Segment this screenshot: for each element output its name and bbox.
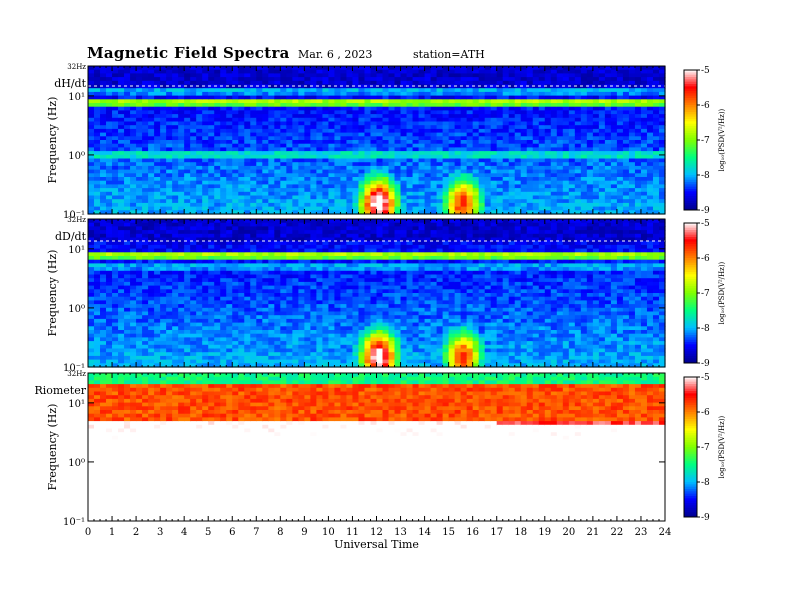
x-tick-label: 4 — [181, 527, 187, 538]
y-tick-label: 10⁰ — [68, 151, 85, 162]
colorbar: -5 -6 -7 -8 -9 log₁₀(PSD(V²/Hz)) — [683, 66, 726, 216]
colorbar-tick-label: -6 — [701, 254, 710, 264]
x-tick-label: 22 — [611, 527, 624, 538]
x-tick-label: 9 — [301, 527, 307, 538]
x-tick-label: 21 — [587, 527, 600, 538]
colorbar-tick-label: -9 — [701, 513, 710, 523]
colorbar-label: log₁₀(PSD(V²/Hz)) — [718, 108, 726, 171]
spectrogram-panel-3: 10¹ 10⁰ 10⁻¹ 32Hz Riometer Frequency (Hz) -5 -6… — [34, 370, 726, 551]
x-tick-label: 18 — [514, 527, 527, 538]
top-frequency-label: 32Hz — [67, 63, 86, 71]
colorbar-label: log₁₀(PSD(V²/Hz)) — [718, 415, 726, 478]
x-tick-label: 6 — [229, 527, 235, 538]
colorbar-tick-label: -8 — [701, 171, 710, 181]
panel-label: dD/dt — [55, 230, 87, 243]
colorbar: -5 -6 -7 -8 -9 log₁₀(PSD(V²/Hz)) — [683, 219, 726, 369]
x-tick-label: 11 — [346, 527, 359, 538]
colorbar-tick-label: -9 — [701, 206, 710, 216]
x-tick-label: 1 — [109, 527, 115, 538]
top-frequency-label: 32Hz — [67, 370, 86, 378]
y-tick-label: 10¹ — [68, 399, 85, 410]
colorbar-tick-label: -7 — [701, 289, 710, 299]
station-label: station=ATH — [413, 48, 485, 61]
colorbar-tick-label: -5 — [701, 373, 710, 383]
colorbar-tick-label: -6 — [701, 408, 710, 418]
y-axis-title: Frequency (Hz) — [46, 404, 59, 491]
spectrogram-cells — [88, 373, 666, 522]
colorbar-tick-label: -6 — [701, 101, 710, 111]
x-axis-title: Universal Time — [334, 538, 419, 551]
y-axis-title: Frequency (Hz) — [46, 250, 59, 337]
colorbar-tick-label: -5 — [701, 66, 710, 76]
y-tick-label: 10⁻¹ — [63, 517, 85, 528]
x-tick-label: 19 — [538, 527, 551, 538]
y-tick-label: 10⁻¹ — [63, 363, 85, 374]
x-tick-label: 23 — [635, 527, 648, 538]
y-tick-label: 10¹ — [68, 245, 85, 256]
panel-label: Riometer — [34, 384, 86, 397]
x-tick-label: 16 — [466, 527, 479, 538]
x-tick-label: 10 — [322, 527, 335, 538]
x-tick-label: 13 — [394, 527, 407, 538]
y-tick-label: 10¹ — [68, 92, 85, 103]
colorbar-tick-label: -7 — [701, 136, 710, 146]
panel-label: dH/dt — [54, 77, 86, 90]
x-tick-label: 24 — [659, 527, 672, 538]
colorbar-tick-label: -8 — [701, 478, 710, 488]
spectrogram-cells — [88, 66, 666, 215]
y-tick-label: 10⁻¹ — [63, 210, 85, 221]
x-tick-label: 0 — [85, 527, 91, 538]
colorbar-tick-label: -5 — [701, 219, 710, 229]
x-tick-label: 5 — [205, 527, 211, 538]
figure-title: Magnetic Field Spectra — [87, 44, 290, 62]
x-tick-label: 2 — [133, 527, 139, 538]
x-tick-label: 17 — [490, 527, 503, 538]
x-tick-label: 12 — [370, 527, 383, 538]
colorbar: -5 -6 -7 -8 -9 log₁₀(PSD(V²/Hz)) — [683, 373, 726, 523]
spectrogram-cells — [88, 219, 666, 368]
x-tick-label: 8 — [277, 527, 283, 538]
colorbar-tick-label: -7 — [701, 443, 710, 453]
top-frequency-label: 32Hz — [67, 216, 86, 224]
x-tick-label: 15 — [442, 527, 455, 538]
y-tick-label: 10⁰ — [68, 458, 85, 469]
y-tick-label: 10⁰ — [68, 304, 85, 315]
colorbar-label: log₁₀(PSD(V²/Hz)) — [718, 261, 726, 324]
date-label: Mar. 6 , 2023 — [298, 48, 373, 61]
colorbar-tick-label: -8 — [701, 324, 710, 334]
x-tick-label: 14 — [418, 527, 431, 538]
x-tick-label: 20 — [562, 527, 575, 538]
colorbar-tick-label: -9 — [701, 359, 710, 369]
x-tick-label: 7 — [253, 527, 259, 538]
y-axis-title: Frequency (Hz) — [46, 97, 59, 184]
x-tick-label: 3 — [157, 527, 163, 538]
